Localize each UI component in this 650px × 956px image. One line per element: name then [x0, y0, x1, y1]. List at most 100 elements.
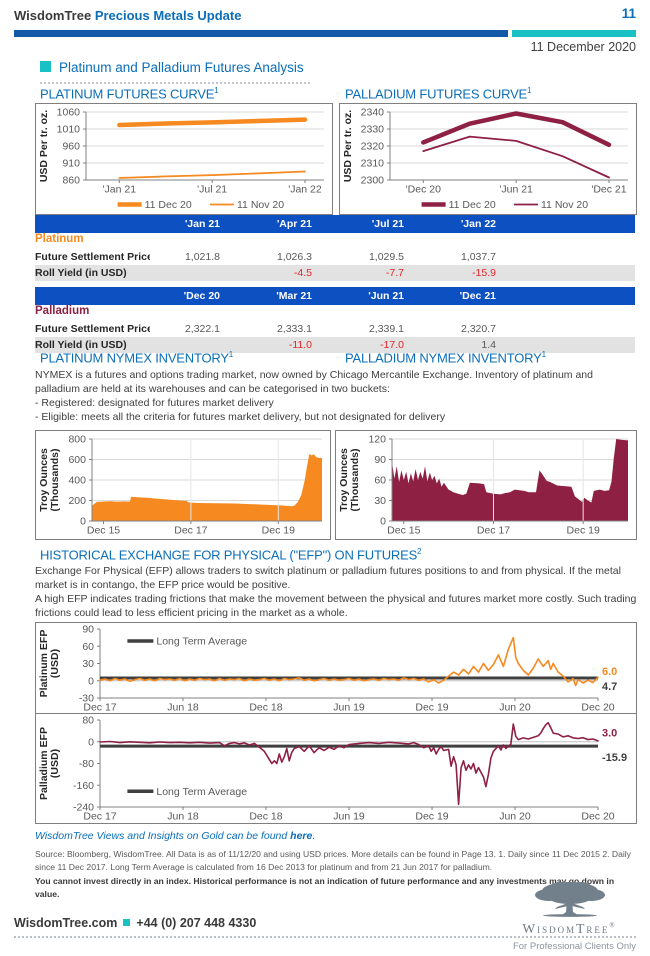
- svg-text:4.7: 4.7: [602, 681, 617, 693]
- svg-text:-15.9: -15.9: [602, 752, 627, 764]
- tree-icon: [534, 882, 605, 917]
- palladium-inventory-chart: 120 90 60 30 0 Dec 15 Dec 17 Dec 19 Troy Ounces(…: [335, 430, 637, 540]
- svg-text:90: 90: [82, 624, 94, 636]
- logo-wordmark: WisdomTree®: [522, 921, 617, 936]
- row-label: Roll Yield (in USD): [35, 339, 127, 351]
- efp-desc-line: Exchange For Physical (EFP) allows trade…: [35, 565, 621, 591]
- svg-text:800: 800: [68, 434, 86, 446]
- svg-text:'Dec 20: 'Dec 20: [406, 184, 441, 196]
- svg-text:11 Nov 20: 11 Nov 20: [237, 199, 284, 211]
- svg-text:Troy Ounces: Troy Ounces: [338, 448, 350, 512]
- gold-insights-note: WisdomTree Views and Insights on Gold ca…: [35, 830, 316, 842]
- svg-text:Dec 19: Dec 19: [262, 525, 295, 537]
- svg-text:860: 860: [62, 175, 80, 187]
- svg-text:Dec 20: Dec 20: [581, 702, 614, 714]
- svg-text:80: 80: [82, 715, 94, 727]
- professional-clients-note: For Professional Clients Only: [512, 941, 636, 952]
- platinum-efp-chart: 90 60 30 0 -30 Dec 17 Jun 18 Dec 18 Jun 19 Dec 19…: [35, 622, 637, 715]
- column-header: 'Apr 21: [276, 218, 312, 230]
- column-header: 'Jun 21: [368, 290, 404, 302]
- svg-text:2340: 2340: [361, 107, 385, 119]
- platinum-table-header: 'Jan 21 'Apr 21 'Jul 21 'Jan 22: [35, 215, 635, 233]
- cell-value: 1,037.7: [460, 251, 496, 263]
- risk-disclaimer: You cannot invest directly in an index. …: [35, 876, 615, 899]
- svg-text:1060: 1060: [57, 107, 81, 119]
- svg-text:Long Term Average: Long Term Average: [156, 636, 247, 648]
- inventory-desc-line: - Eligible: meets all the criteria for f…: [35, 410, 446, 423]
- footnote-marker: 1: [527, 86, 532, 95]
- cell-value: 1.4: [481, 339, 496, 351]
- row-label: Future Settlement Price: [35, 251, 150, 263]
- palladium-table-header: 'Dec 20 'Mar 21 'Jun 21 'Dec 21: [35, 287, 635, 305]
- svg-text:400: 400: [68, 475, 86, 487]
- svg-text:-30: -30: [79, 693, 94, 705]
- platinum-inventory-chart: 800 600 400 200 0 Dec 15 Dec 17 Dec 19 Troy Ounc…: [35, 430, 331, 540]
- svg-text:Jun 18: Jun 18: [167, 811, 199, 823]
- row-label: Roll Yield (in USD): [35, 267, 127, 279]
- svg-text:60: 60: [82, 641, 94, 653]
- svg-text:90: 90: [374, 454, 386, 466]
- svg-text:'Jul 21: 'Jul 21: [197, 184, 227, 196]
- cell-value: -7.7: [385, 267, 404, 279]
- footnote-marker: 1: [214, 86, 219, 95]
- footnote-marker: 1: [228, 350, 234, 359]
- svg-text:6.0: 6.0: [602, 666, 617, 678]
- cell-value: -15.9: [472, 267, 496, 279]
- svg-text:2330: 2330: [361, 124, 385, 136]
- svg-text:3.0: 3.0: [602, 728, 617, 740]
- svg-text:0: 0: [80, 516, 86, 528]
- table-metal-name: Platinum: [35, 233, 84, 245]
- gold-insights-link[interactable]: here: [290, 830, 313, 842]
- svg-text:60: 60: [374, 475, 386, 487]
- svg-text:-80: -80: [79, 758, 94, 770]
- svg-text:Long Term Average: Long Term Average: [156, 786, 247, 798]
- table-row: Future Settlement Price 2,322.1 2,333.1 …: [35, 321, 635, 337]
- svg-text:2320: 2320: [361, 141, 385, 153]
- column-header: 'Jan 21: [184, 218, 220, 230]
- svg-text:200: 200: [68, 495, 86, 507]
- svg-text:Dec 15: Dec 15: [87, 525, 120, 537]
- column-header: 'Jul 21: [371, 218, 404, 230]
- website-text: WisdomTree.com: [14, 916, 118, 930]
- svg-text:2300: 2300: [361, 175, 385, 187]
- svg-text:'Jan 21: 'Jan 21: [103, 184, 137, 196]
- svg-text:Dec 15: Dec 15: [387, 525, 420, 537]
- svg-text:Jun 18: Jun 18: [167, 702, 199, 714]
- svg-text:Dec 17: Dec 17: [83, 702, 116, 714]
- svg-text:30: 30: [374, 495, 386, 507]
- svg-text:11 Nov 20: 11 Nov 20: [541, 199, 588, 211]
- cell-value: 1,029.5: [368, 251, 404, 263]
- svg-text:11 Dec 20: 11 Dec 20: [145, 199, 192, 211]
- brand-name: WisdomTree: [14, 8, 92, 23]
- efp-desc-line: A high EFP indicates trading frictions t…: [35, 592, 637, 619]
- inventory-desc-line: NYMEX is a futures and options trading m…: [35, 369, 593, 395]
- svg-text:120: 120: [368, 434, 386, 446]
- cell-value: 1,026.3: [276, 251, 312, 263]
- svg-text:Jun 19: Jun 19: [333, 811, 365, 823]
- section-title: Platinum and Palladium Futures Analysis: [59, 60, 304, 75]
- column-header: 'Dec 21: [459, 290, 496, 302]
- report-title: Precious Metals Update: [94, 8, 242, 23]
- bullet-icon: [123, 919, 131, 926]
- svg-text:-240: -240: [73, 802, 94, 814]
- svg-text:960: 960: [62, 141, 80, 153]
- svg-text:Jun 20: Jun 20: [499, 702, 531, 714]
- svg-text:Palladium EFP: Palladium EFP: [38, 727, 50, 800]
- svg-text:Dec 19: Dec 19: [415, 702, 448, 714]
- efp-description: Exchange For Physical (EFP) allows trade…: [35, 565, 640, 620]
- palladium-futures-title: PALLADIUM FUTURES CURVE1: [345, 86, 532, 102]
- svg-text:-160: -160: [73, 780, 94, 792]
- section-bullet-icon: [40, 61, 51, 72]
- cell-value: 2,333.1: [276, 323, 312, 335]
- svg-text:2310: 2310: [361, 158, 385, 170]
- svg-text:(USD): (USD): [49, 649, 61, 678]
- platinum-inventory-title: PLATINUM NYMEX INVENTORY1: [40, 350, 234, 366]
- report-date: 11 December 2020: [530, 40, 636, 54]
- svg-text:0: 0: [380, 516, 386, 528]
- svg-text:Dec 18: Dec 18: [249, 811, 282, 823]
- cell-value: 2,322.1: [184, 323, 220, 335]
- table-row: Future Settlement Price 1,021.8 1,026.3 …: [35, 249, 635, 265]
- svg-text:'Jun 21: 'Jun 21: [499, 184, 533, 196]
- palladium-futures-chart: 2340 2330 2320 2310 2300 'Dec 20 'Jun 21 'Dec 2…: [339, 103, 637, 215]
